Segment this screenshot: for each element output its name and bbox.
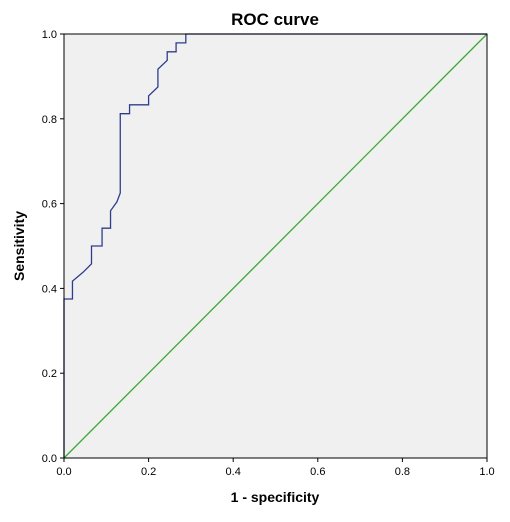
y-axis-label: Sensitivity [11, 211, 27, 281]
x-tick-label: 1.0 [479, 466, 494, 478]
plot-border [63, 33, 488, 459]
x-tick-label: 0.0 [56, 466, 71, 478]
y-tick-label: 1.0 [42, 29, 57, 41]
x-tick-label: 0.2 [141, 466, 156, 478]
axis-ticks: 0.0 0.2 0.4 0.6 0.8 1.0 0.0 0.2 0.4 0.6 0.8 1.0 [42, 29, 495, 478]
x-tick-label: 0.6 [310, 466, 325, 478]
y-tick-label: 0.2 [42, 368, 57, 380]
x-tick-label: 0.4 [226, 466, 241, 478]
y-tick-label: 0.8 [42, 114, 57, 126]
series-group [63, 33, 488, 459]
chart-title: ROC curve [231, 10, 319, 29]
y-tick-label: 0.4 [42, 283, 57, 295]
x-tick-label: 0.8 [395, 466, 410, 478]
roc-curve-line [63, 33, 487, 458]
y-tick-label: 0.6 [42, 199, 57, 211]
y-tick-label: 0.0 [42, 453, 57, 465]
reference-diagonal-line [63, 33, 488, 459]
x-axis-label: 1 - specificity [231, 489, 320, 505]
